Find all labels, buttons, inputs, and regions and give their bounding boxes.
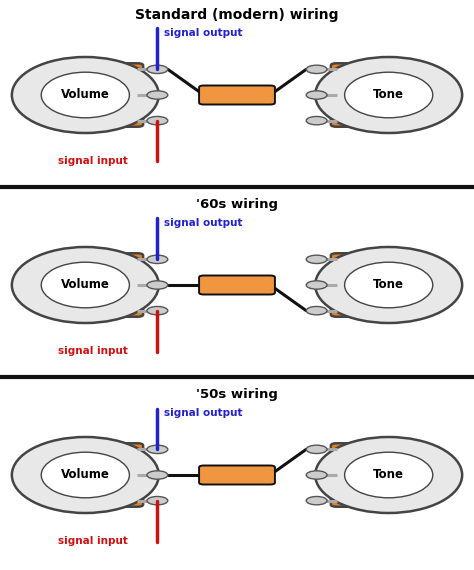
FancyBboxPatch shape xyxy=(80,63,143,127)
Circle shape xyxy=(306,471,327,479)
Ellipse shape xyxy=(41,452,129,498)
Circle shape xyxy=(306,496,327,505)
FancyBboxPatch shape xyxy=(199,275,275,295)
Circle shape xyxy=(306,255,327,263)
Circle shape xyxy=(306,445,327,454)
Circle shape xyxy=(147,91,168,99)
Ellipse shape xyxy=(315,437,462,513)
Circle shape xyxy=(306,281,327,289)
FancyBboxPatch shape xyxy=(80,253,143,317)
Text: signal output: signal output xyxy=(164,409,243,418)
Circle shape xyxy=(147,471,168,479)
Circle shape xyxy=(147,281,168,289)
Text: '50s wiring: '50s wiring xyxy=(196,388,278,401)
Ellipse shape xyxy=(41,262,129,308)
Text: Standard (modern) wiring: Standard (modern) wiring xyxy=(135,7,339,22)
FancyBboxPatch shape xyxy=(199,86,275,104)
Circle shape xyxy=(306,116,327,125)
FancyBboxPatch shape xyxy=(80,443,143,507)
FancyBboxPatch shape xyxy=(331,253,394,317)
Text: '60s wiring: '60s wiring xyxy=(196,198,278,210)
Circle shape xyxy=(147,255,168,263)
Text: signal input: signal input xyxy=(58,156,128,166)
Circle shape xyxy=(147,307,168,315)
Ellipse shape xyxy=(41,72,129,118)
Text: Tone: Tone xyxy=(373,469,404,482)
Ellipse shape xyxy=(345,72,433,118)
Ellipse shape xyxy=(12,247,159,323)
Text: signal output: signal output xyxy=(164,28,243,39)
FancyBboxPatch shape xyxy=(331,443,394,507)
Ellipse shape xyxy=(315,57,462,133)
FancyBboxPatch shape xyxy=(199,466,275,484)
Text: Volume: Volume xyxy=(61,279,110,291)
Text: Volume: Volume xyxy=(61,88,110,101)
Circle shape xyxy=(147,65,168,74)
Ellipse shape xyxy=(345,262,433,308)
Ellipse shape xyxy=(12,57,159,133)
Text: Tone: Tone xyxy=(373,88,404,101)
Circle shape xyxy=(147,445,168,454)
Circle shape xyxy=(147,496,168,505)
FancyBboxPatch shape xyxy=(331,63,394,127)
Text: Tone: Tone xyxy=(373,279,404,291)
Circle shape xyxy=(306,91,327,99)
Ellipse shape xyxy=(315,247,462,323)
Circle shape xyxy=(147,116,168,125)
Text: signal input: signal input xyxy=(58,536,128,546)
Circle shape xyxy=(306,307,327,315)
Text: Volume: Volume xyxy=(61,469,110,482)
Text: signal output: signal output xyxy=(164,218,243,229)
Ellipse shape xyxy=(12,437,159,513)
Circle shape xyxy=(306,65,327,74)
Ellipse shape xyxy=(345,452,433,498)
Text: signal input: signal input xyxy=(58,346,128,356)
